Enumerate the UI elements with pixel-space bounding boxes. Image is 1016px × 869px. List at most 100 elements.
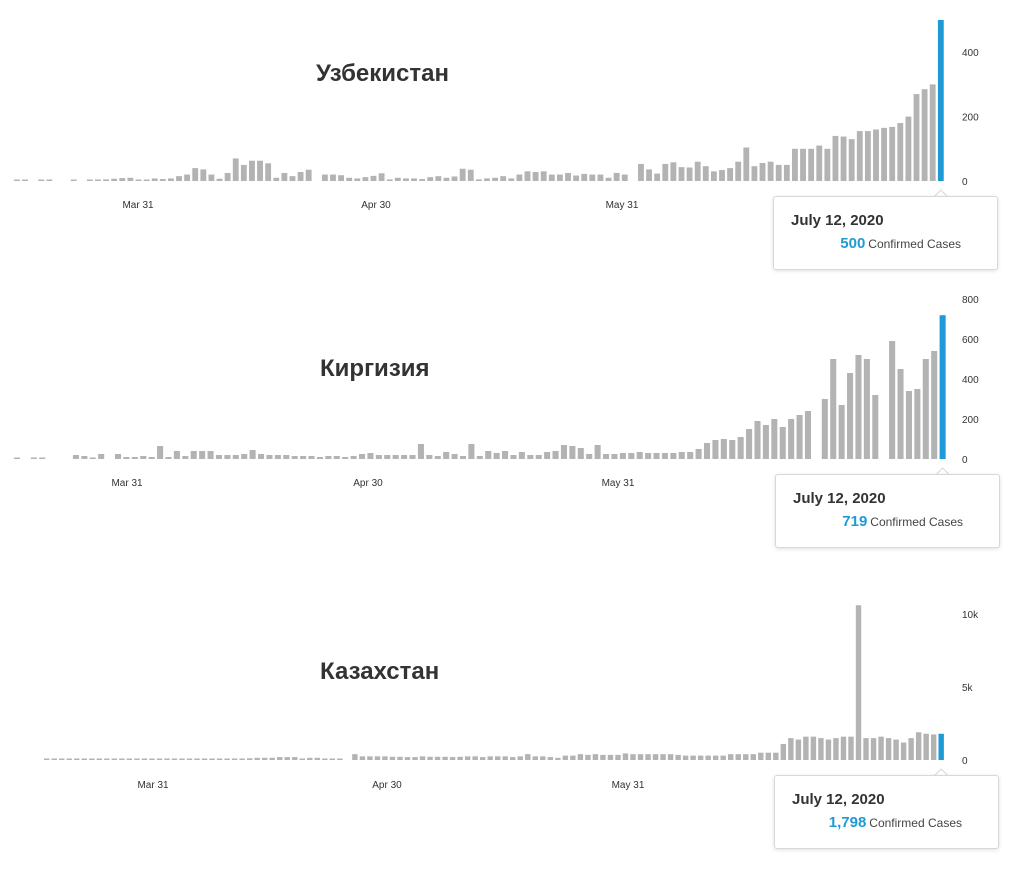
- data-bar[interactable]: [231, 758, 238, 761]
- data-bar[interactable]: [710, 171, 717, 181]
- data-bar[interactable]: [697, 755, 704, 760]
- data-bar[interactable]: [240, 164, 247, 181]
- data-bar[interactable]: [209, 758, 215, 761]
- data-bar[interactable]: [337, 758, 343, 761]
- data-bar[interactable]: [758, 752, 764, 760]
- data-bar[interactable]: [889, 126, 896, 181]
- data-bar[interactable]: [182, 456, 189, 459]
- data-bar[interactable]: [889, 341, 896, 459]
- data-bar[interactable]: [374, 756, 381, 760]
- data-bar[interactable]: [284, 757, 290, 760]
- data-bar[interactable]: [848, 139, 855, 181]
- data-bar[interactable]: [216, 178, 223, 181]
- data-bar[interactable]: [38, 179, 45, 182]
- data-bar[interactable]: [292, 757, 298, 760]
- data-bar[interactable]: [321, 174, 328, 181]
- data-bar[interactable]: [605, 177, 612, 181]
- data-bar[interactable]: [22, 179, 28, 182]
- data-bar[interactable]: [816, 145, 823, 181]
- data-bar[interactable]: [905, 391, 912, 459]
- data-bar[interactable]: [427, 177, 434, 181]
- data-bar[interactable]: [765, 752, 772, 760]
- data-bar[interactable]: [577, 448, 584, 459]
- data-bar[interactable]: [367, 453, 374, 459]
- data-bar[interactable]: [743, 754, 749, 760]
- data-bar[interactable]: [449, 757, 456, 760]
- data-bar[interactable]: [412, 757, 418, 760]
- data-bar[interactable]: [863, 359, 870, 459]
- data-bar[interactable]: [547, 757, 554, 760]
- data-bar[interactable]: [525, 754, 531, 760]
- data-bar[interactable]: [702, 166, 709, 181]
- data-bar[interactable]: [712, 440, 719, 459]
- data-bar[interactable]: [727, 168, 734, 181]
- data-bar[interactable]: [119, 178, 126, 181]
- data-bar[interactable]: [735, 161, 742, 181]
- data-bar[interactable]: [329, 758, 336, 761]
- data-bar[interactable]: [795, 739, 802, 760]
- data-bar[interactable]: [246, 758, 253, 760]
- data-bar[interactable]: [426, 455, 433, 459]
- data-bar[interactable]: [695, 449, 702, 459]
- data-bar[interactable]: [873, 129, 879, 181]
- highlighted-bar[interactable]: [938, 733, 944, 760]
- data-bar[interactable]: [239, 758, 245, 761]
- data-bar[interactable]: [300, 456, 307, 459]
- data-bar[interactable]: [143, 179, 150, 182]
- data-bar[interactable]: [354, 178, 361, 181]
- data-bar[interactable]: [314, 757, 321, 760]
- data-bar[interactable]: [283, 455, 290, 459]
- data-bar[interactable]: [705, 755, 711, 760]
- data-bar[interactable]: [495, 756, 501, 760]
- data-bar[interactable]: [291, 456, 298, 459]
- data-bar[interactable]: [527, 455, 534, 459]
- data-bar[interactable]: [638, 163, 644, 181]
- data-bar[interactable]: [615, 754, 621, 760]
- data-bar[interactable]: [594, 445, 601, 459]
- data-bar[interactable]: [694, 161, 701, 181]
- data-bar[interactable]: [856, 131, 863, 181]
- data-bar[interactable]: [123, 457, 130, 459]
- data-bar[interactable]: [577, 754, 584, 760]
- data-bar[interactable]: [419, 179, 426, 181]
- data-bar[interactable]: [556, 174, 563, 181]
- data-bar[interactable]: [637, 754, 644, 760]
- data-bar[interactable]: [517, 756, 523, 760]
- data-bar[interactable]: [95, 179, 101, 182]
- data-bar[interactable]: [476, 456, 483, 459]
- data-bar[interactable]: [613, 172, 620, 181]
- data-bar[interactable]: [475, 179, 482, 181]
- data-bar[interactable]: [216, 758, 223, 761]
- data-bar[interactable]: [472, 756, 478, 760]
- data-bar[interactable]: [131, 457, 138, 459]
- data-bar[interactable]: [207, 451, 214, 459]
- data-bar[interactable]: [257, 160, 263, 181]
- data-bar[interactable]: [796, 415, 803, 459]
- data-bar[interactable]: [111, 758, 118, 761]
- data-bar[interactable]: [274, 455, 281, 459]
- data-bar[interactable]: [746, 429, 753, 459]
- data-bar[interactable]: [96, 758, 103, 761]
- data-bar[interactable]: [654, 173, 661, 181]
- data-bar[interactable]: [885, 738, 892, 760]
- data-bar[interactable]: [628, 453, 635, 459]
- data-bar[interactable]: [261, 757, 268, 760]
- data-bar[interactable]: [342, 457, 349, 459]
- data-bar[interactable]: [847, 373, 854, 459]
- data-bar[interactable]: [645, 754, 651, 760]
- data-bar[interactable]: [171, 758, 178, 761]
- data-bar[interactable]: [720, 439, 727, 459]
- data-bar[interactable]: [783, 164, 790, 181]
- data-bar[interactable]: [308, 456, 315, 459]
- data-bar[interactable]: [803, 736, 809, 760]
- data-bar[interactable]: [931, 351, 938, 459]
- data-bar[interactable]: [872, 395, 879, 459]
- data-bar[interactable]: [389, 756, 396, 760]
- data-bar[interactable]: [661, 453, 668, 459]
- data-bar[interactable]: [89, 758, 95, 761]
- data-bar[interactable]: [540, 756, 546, 760]
- data-bar[interactable]: [565, 172, 571, 181]
- data-bar[interactable]: [570, 755, 576, 760]
- data-bar[interactable]: [636, 452, 643, 459]
- data-bar[interactable]: [900, 742, 907, 760]
